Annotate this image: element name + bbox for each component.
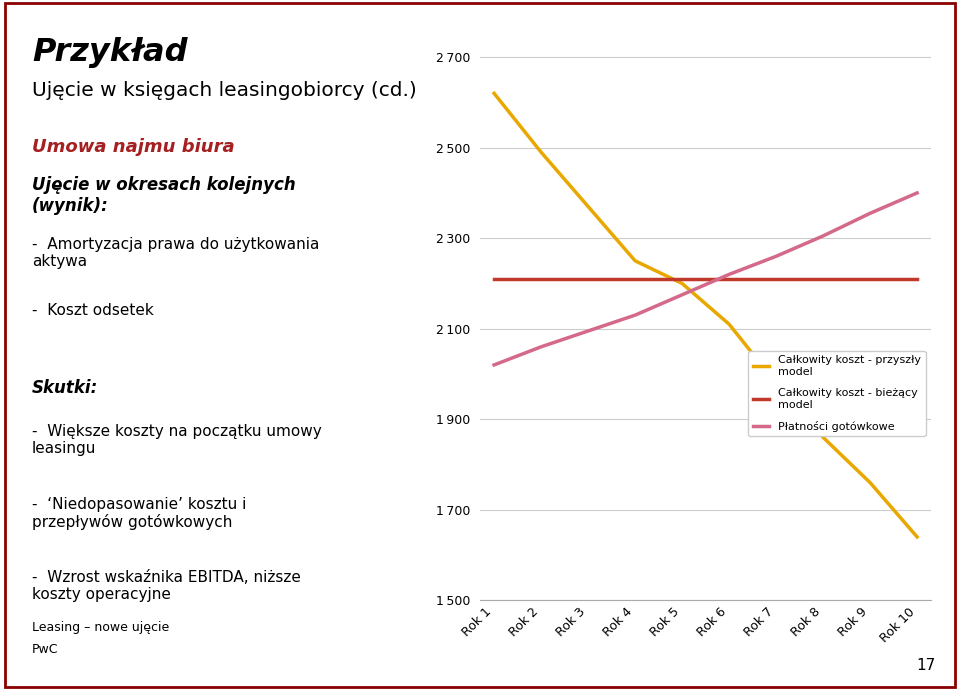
Text: -  Koszt odsetek: - Koszt odsetek [32,303,154,318]
Text: Leasing – nowe ujęcie: Leasing – nowe ujęcie [32,620,169,633]
Text: -  Amortyzacja prawa do użytkowania
aktywa: - Amortyzacja prawa do użytkowania aktyw… [32,237,320,269]
Legend: Całkowity koszt - przyszły
model, Całkowity koszt - bieżący
model, Płatności got: Całkowity koszt - przyszły model, Całkow… [748,351,925,436]
Text: -  ‘Niedopasowanie’ kosztu i
przepływów gotówkowych: - ‘Niedopasowanie’ kosztu i przepływów g… [32,497,247,531]
Text: Umowa najmu biura: Umowa najmu biura [32,138,234,156]
Text: Ujęcie w księgach leasingobiorcy (cd.): Ujęcie w księgach leasingobiorcy (cd.) [32,81,417,100]
Text: Przykład: Przykład [32,37,187,68]
Text: PwC: PwC [32,643,59,656]
Text: 17: 17 [917,658,936,673]
Text: -  Wzrost wskaźnika EBITDA, niższe
koszty operacyjne: - Wzrost wskaźnika EBITDA, niższe koszty… [32,570,300,602]
Text: -  Większe koszty na początku umowy
leasingu: - Większe koszty na początku umowy leasi… [32,424,322,456]
Text: Ujęcie w okresach kolejnych
(wynik):: Ujęcie w okresach kolejnych (wynik): [32,176,296,215]
Text: Skutki:: Skutki: [32,380,98,397]
